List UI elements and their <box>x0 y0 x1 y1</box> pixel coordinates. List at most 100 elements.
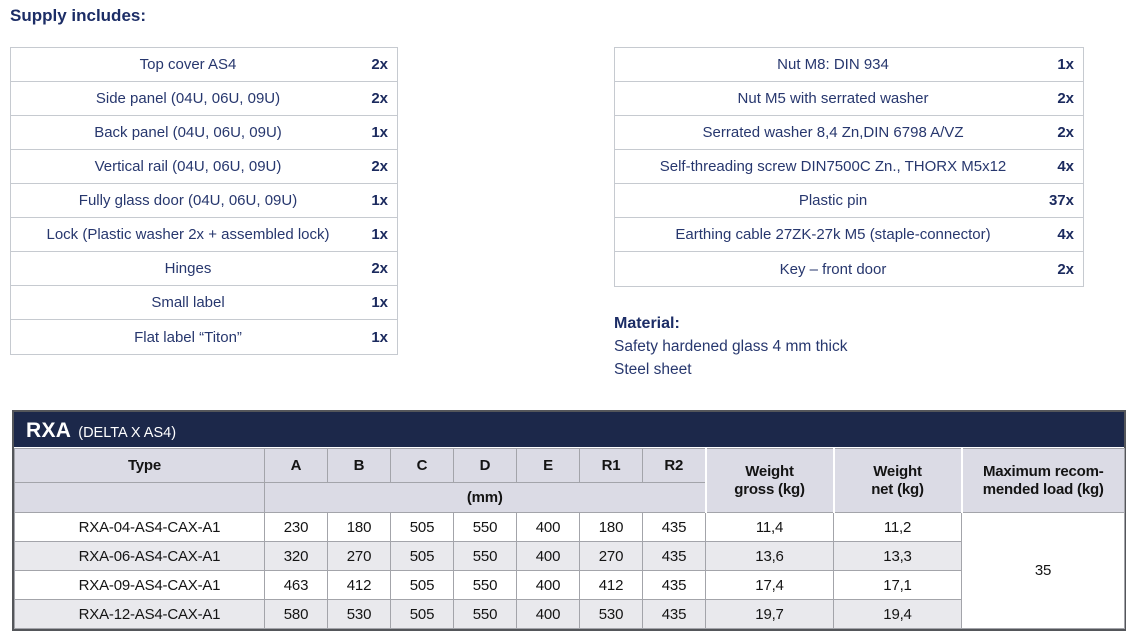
cell-weight-net: 11,2 <box>833 512 962 542</box>
supply-item-qty: 1x <box>371 226 388 243</box>
cell-weight-net: 13,3 <box>833 541 962 571</box>
supply-row: Back panel (04U, 06U, 09U) 1x <box>11 116 397 150</box>
material-line: Steel sheet <box>614 361 692 378</box>
supply-item-qty: 2x <box>371 260 388 277</box>
supply-item-qty: 1x <box>371 192 388 209</box>
cell-d: 550 <box>453 599 517 629</box>
supply-row: Flat label “Titon” 1x <box>11 320 397 354</box>
cell-a: 230 <box>264 512 328 542</box>
supply-item-qty: 1x <box>371 124 388 141</box>
cell-max-load: 35 <box>961 512 1125 629</box>
supply-item-label: Plastic pin <box>798 192 868 209</box>
cell-c: 505 <box>390 541 454 571</box>
cell-b: 530 <box>327 599 391 629</box>
cell-c: 505 <box>390 570 454 600</box>
col-header-r1: R1 <box>579 448 643 483</box>
weight-gross-line2: gross (kg) <box>734 480 805 498</box>
col-header-c: C <box>390 448 454 483</box>
cell-c: 505 <box>390 512 454 542</box>
supply-item-label: Flat label “Titon” <box>134 328 242 346</box>
col-header-a: A <box>264 448 328 483</box>
spec-data-row: RXA-09-AS4-CAX-A1 463 412 505 550 400 41… <box>14 570 1125 600</box>
cell-weight-gross: 11,4 <box>705 512 834 542</box>
cell-d: 550 <box>453 570 517 600</box>
cell-b: 412 <box>327 570 391 600</box>
supply-row: Small label 1x <box>11 286 397 320</box>
cell-d: 550 <box>453 541 517 571</box>
supply-row: Plastic pin 37x <box>615 184 1083 218</box>
cell-r2: 435 <box>642 599 706 629</box>
supply-row: Earthing cable 27ZK-27k M5 (staple-conne… <box>615 218 1083 252</box>
supply-row: Nut M8: DIN 934 1x <box>615 48 1083 82</box>
cell-b: 180 <box>327 512 391 542</box>
spec-data-row: RXA-12-AS4-CAX-A1 580 530 505 550 400 53… <box>14 599 1125 629</box>
cell-a: 580 <box>264 599 328 629</box>
supply-item-label: Fully glass door (04U, 06U, 09U) <box>78 192 298 209</box>
supply-row: Serrated washer 8,4 Zn,DIN 6798 A/VZ 2x <box>615 116 1083 150</box>
weight-gross-line1: Weight <box>745 462 794 480</box>
spec-data-row: RXA-04-AS4-CAX-A1 230 180 505 550 400 18… <box>14 512 1125 629</box>
cell-r1: 270 <box>579 541 643 571</box>
cell-weight-gross: 13,6 <box>705 541 834 571</box>
supply-item-qty: 4x <box>1057 158 1074 175</box>
col-header-r2: R2 <box>642 448 706 483</box>
cell-d: 550 <box>453 512 517 542</box>
cell-e: 400 <box>516 599 580 629</box>
cell-r2: 435 <box>642 512 706 542</box>
unit-row-empty-cell <box>14 482 265 513</box>
cell-r1: 530 <box>579 599 643 629</box>
supply-item-label: Earthing cable 27ZK-27k M5 (staple-conne… <box>675 226 991 243</box>
supply-item-label: Vertical rail (04U, 06U, 09U) <box>94 158 282 175</box>
supply-row: Key – front door 2x <box>615 252 1083 286</box>
supply-list-right: Nut M8: DIN 934 1x Nut M5 with serrated … <box>614 47 1084 287</box>
spec-table: Type A B C D E R1 R2 Weight gross (kg) W… <box>14 448 1125 629</box>
supply-list-left: Top cover AS4 2x Side panel (04U, 06U, 0… <box>10 47 398 355</box>
cell-weight-gross: 17,4 <box>705 570 834 600</box>
col-header-type: Type <box>14 448 265 483</box>
supply-row: Top cover AS4 2x <box>11 48 397 82</box>
supply-row: Fully glass door (04U, 06U, 09U) 1x <box>11 184 397 218</box>
cell-e: 400 <box>516 541 580 571</box>
supply-item-label: Self-threading screw DIN7500C Zn., THORX… <box>659 158 1007 175</box>
cell-r1: 180 <box>579 512 643 542</box>
supply-item-label: Top cover AS4 <box>139 56 237 73</box>
cell-weight-gross: 19,7 <box>705 599 834 629</box>
supply-item-qty: 2x <box>371 158 388 175</box>
cell-r2: 435 <box>642 541 706 571</box>
cell-type: RXA-09-AS4-CAX-A1 <box>14 570 265 600</box>
spec-header-row: Type A B C D E R1 R2 Weight gross (kg) W… <box>14 448 1125 513</box>
cell-r1: 412 <box>579 570 643 600</box>
col-header-weight-gross: Weight gross (kg) <box>704 448 834 513</box>
supply-row: Nut M5 with serrated washer 2x <box>615 82 1083 116</box>
spec-table-container: RXA (DELTA X AS4) Type A B C D E R1 R2 <box>12 410 1126 631</box>
supply-item-label: Side panel (04U, 06U, 09U) <box>95 90 281 107</box>
weight-net-line2: net (kg) <box>871 480 924 498</box>
supply-row: Hinges 2x <box>11 252 397 286</box>
cell-b: 270 <box>327 541 391 571</box>
unit-label: (mm) <box>264 482 706 513</box>
supply-item-label: Small label <box>151 294 225 311</box>
supply-includes-heading: Supply includes: <box>10 6 147 25</box>
supply-item-qty: 1x <box>371 294 388 311</box>
material-line: Safety hardened glass 4 mm thick <box>614 338 848 355</box>
cell-a: 463 <box>264 570 328 600</box>
cell-type: RXA-12-AS4-CAX-A1 <box>14 599 265 629</box>
spec-table-titlebar: RXA (DELTA X AS4) <box>14 412 1124 448</box>
cell-a: 320 <box>264 541 328 571</box>
supply-item-qty: 2x <box>1057 124 1074 141</box>
supply-item-qty: 1x <box>1057 56 1074 73</box>
supply-item-label: Hinges <box>164 260 212 277</box>
cell-e: 400 <box>516 570 580 600</box>
col-header-max-load: Maximum recom- mended load (kg) <box>960 448 1125 513</box>
spec-table-subtitle: (DELTA X AS4) <box>78 425 177 441</box>
supply-row: Vertical rail (04U, 06U, 09U) 2x <box>11 150 397 184</box>
cell-c: 505 <box>390 599 454 629</box>
supply-item-label: Back panel (04U, 06U, 09U) <box>94 124 282 141</box>
supply-item-label: Nut M5 with serrated washer <box>737 90 929 107</box>
cell-r2: 435 <box>642 570 706 600</box>
supply-item-label: Nut M8: DIN 934 <box>777 56 889 73</box>
supply-item-qty: 1x <box>371 328 388 346</box>
supply-row: Self-threading screw DIN7500C Zn., THORX… <box>615 150 1083 184</box>
material-section: Material: Safety hardened glass 4 mm thi… <box>614 312 847 381</box>
